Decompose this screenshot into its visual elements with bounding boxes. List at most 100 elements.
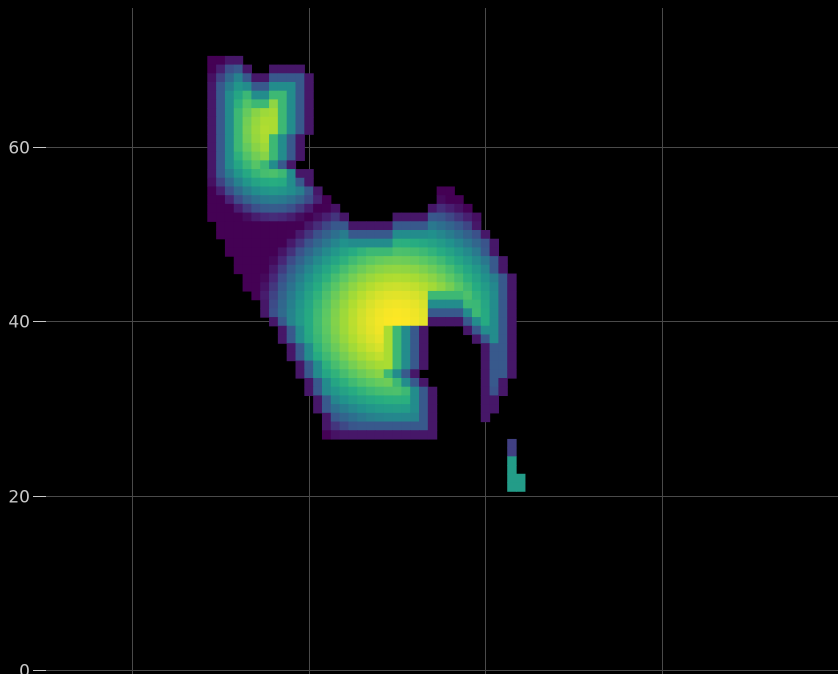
heatmap-cell <box>251 203 261 214</box>
heatmap-cell <box>366 421 376 431</box>
heatmap-cell <box>454 256 464 266</box>
heatmap-cell <box>410 360 420 370</box>
heatmap-cell <box>374 247 385 257</box>
heatmap-cell <box>277 325 288 336</box>
heatmap-cell <box>392 247 402 257</box>
heatmap-cell <box>480 317 491 327</box>
heatmap-cell <box>507 369 517 379</box>
heatmap-cell <box>260 177 270 188</box>
heatmap-cell <box>357 343 367 353</box>
heatmap-cell <box>427 404 438 414</box>
heatmap-cell <box>357 360 367 370</box>
heatmap-cell <box>224 169 235 179</box>
heatmap-cell <box>392 369 402 379</box>
heatmap-cell <box>321 369 332 379</box>
heatmap-cell <box>401 230 411 240</box>
heatmap-cell <box>313 395 323 405</box>
heatmap-cell <box>410 317 420 327</box>
heatmap-cell <box>260 125 270 135</box>
heatmap-cell <box>233 90 244 101</box>
heatmap-cell <box>286 282 297 292</box>
heatmap-cell <box>277 73 288 83</box>
heatmap-cell <box>295 116 305 127</box>
heatmap-cell <box>348 264 358 275</box>
heatmap-cell <box>392 360 402 370</box>
heatmap-cell <box>366 317 376 327</box>
heatmap-cell <box>392 412 402 423</box>
heatmap-cell <box>383 351 394 362</box>
heatmap-cell <box>295 256 305 266</box>
heatmap-cell <box>401 360 411 370</box>
heatmap-cell <box>233 230 244 240</box>
heatmap-cell <box>216 90 226 101</box>
heatmap-cell <box>427 290 438 301</box>
heatmap-cell <box>480 299 491 309</box>
heatmap-cell <box>339 386 350 397</box>
heatmap-cell <box>330 421 341 431</box>
heatmap-cell <box>348 412 358 423</box>
heatmap-cell <box>224 247 235 257</box>
heatmap-cell <box>207 99 217 109</box>
heatmap-cell <box>357 256 367 266</box>
heatmap-cell <box>348 430 358 440</box>
heatmap-cell <box>471 247 482 257</box>
heatmap-cell <box>339 238 350 249</box>
heatmap-cell <box>480 247 491 257</box>
heatmap-cell <box>251 142 261 153</box>
heatmap-cell <box>507 465 517 475</box>
heatmap-cell <box>507 299 517 309</box>
heatmap-cell <box>366 334 376 344</box>
heatmap-cell <box>489 273 499 283</box>
heatmap-cell <box>313 317 323 327</box>
heatmap-cell <box>233 151 244 161</box>
heatmap-cell <box>489 334 499 344</box>
heatmap-cell <box>419 247 429 257</box>
heatmap-cell <box>295 334 305 344</box>
heatmap-cell <box>471 317 482 327</box>
heatmap-cell <box>269 308 279 318</box>
heatmap-cell <box>410 221 420 231</box>
heatmap-cell <box>295 264 305 275</box>
heatmap-cell <box>348 360 358 370</box>
heatmap-cell <box>374 378 385 388</box>
heatmap-cell <box>471 230 482 240</box>
heatmap-cell <box>269 203 279 214</box>
heatmap-cell <box>427 421 438 431</box>
heatmap-cell <box>224 177 235 188</box>
heatmap-cell <box>471 212 482 222</box>
heatmap-cell <box>295 108 305 118</box>
heatmap-cell <box>471 299 482 309</box>
heatmap-cell <box>339 421 350 431</box>
heatmap-cell <box>357 412 367 423</box>
heatmap-cell <box>321 421 332 431</box>
heatmap-cell <box>392 378 402 388</box>
heatmap-cell <box>242 273 252 283</box>
heatmap-cell <box>498 378 508 388</box>
heatmap-cell <box>233 142 244 153</box>
heatmap-cell <box>207 160 217 170</box>
heatmap-cell <box>419 386 429 397</box>
heatmap-cell <box>295 169 305 179</box>
heatmap-cell <box>207 186 217 196</box>
heatmap-cell <box>410 264 420 275</box>
heatmap-cell <box>507 438 517 449</box>
heatmap-cell <box>339 273 350 283</box>
heatmap-cell <box>357 238 367 249</box>
heatmap-cell <box>410 256 420 266</box>
heatmap-cell <box>436 264 447 275</box>
heatmap-cell <box>269 177 279 188</box>
heatmap-cell <box>286 264 297 275</box>
heatmap-cell <box>233 82 244 92</box>
heatmap-cell <box>374 230 385 240</box>
heatmap-cell <box>392 317 402 327</box>
heatmap-cell <box>304 256 314 266</box>
heatmap-cell <box>366 238 376 249</box>
heatmap-cell <box>445 308 455 318</box>
heatmap-cell <box>295 177 305 188</box>
heatmap-cell <box>445 290 455 301</box>
heatmap-cell <box>419 325 429 336</box>
heatmap-cell <box>463 290 473 301</box>
heatmap-cell <box>339 282 350 292</box>
heatmap-cell <box>427 430 438 440</box>
heatmap-cell <box>242 221 252 231</box>
